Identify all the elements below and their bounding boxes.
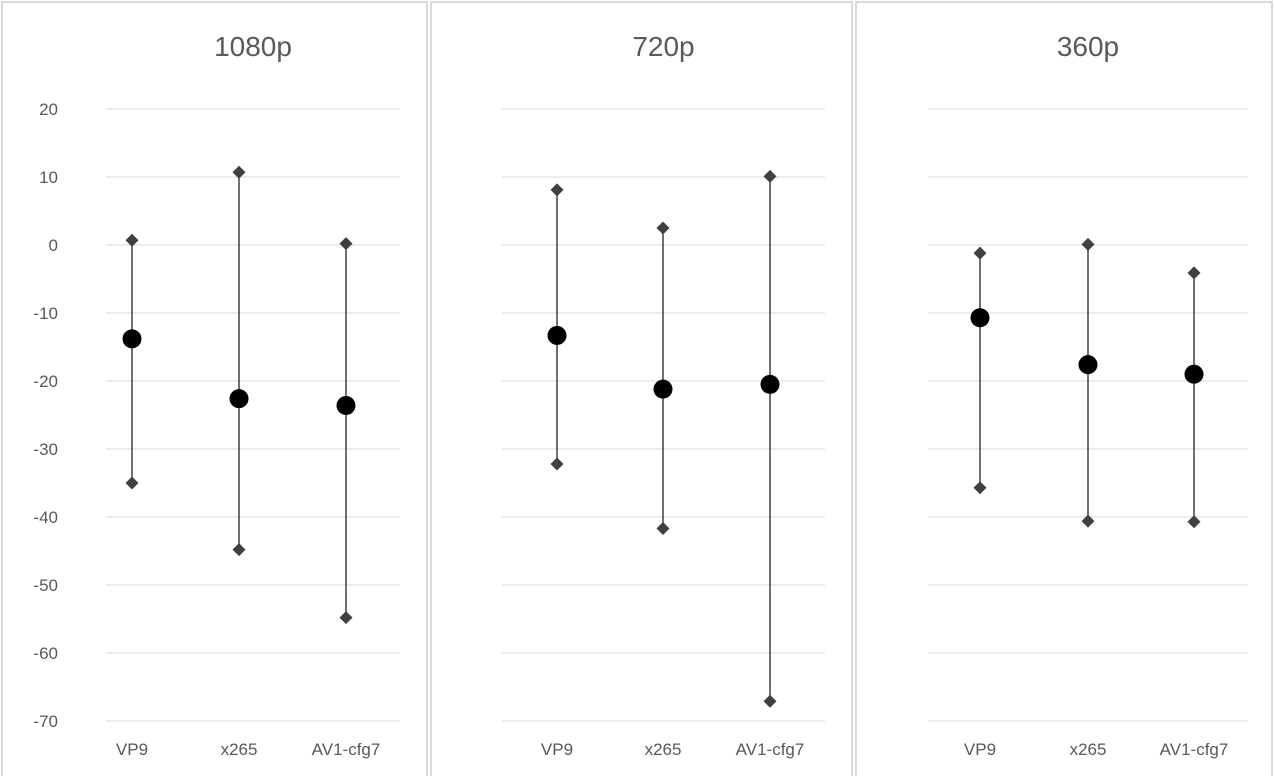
mean-marker xyxy=(547,325,567,345)
min-marker xyxy=(656,522,670,536)
x-tick-label: x265 xyxy=(645,740,682,759)
y-tick-label: 0 xyxy=(49,236,58,255)
panel-title: 720p xyxy=(632,31,694,62)
max-marker xyxy=(763,169,777,183)
panel-1: 720p VP9 x265 AV1-cfg7 xyxy=(430,1,853,776)
x-tick-label: AV1-cfg7 xyxy=(1160,740,1229,759)
mean-marker xyxy=(122,329,142,349)
mean-marker xyxy=(1078,355,1098,375)
min-marker xyxy=(973,481,987,495)
y-tick-label: -70 xyxy=(33,712,58,731)
mean-marker xyxy=(336,395,356,415)
x-tick-label: VP9 xyxy=(964,740,996,759)
y-tick-label: -60 xyxy=(33,644,58,663)
min-marker xyxy=(125,476,139,490)
min-marker xyxy=(232,543,246,557)
y-tick-label: -10 xyxy=(33,304,58,323)
max-marker xyxy=(125,233,139,247)
max-marker xyxy=(232,165,246,179)
min-marker xyxy=(339,611,353,625)
panel-title: 1080p xyxy=(214,31,292,62)
mean-marker xyxy=(760,374,780,394)
x-tick-label: AV1-cfg7 xyxy=(312,740,381,759)
panel-2: 360p VP9 x265 AV1-cfg7 xyxy=(855,1,1273,776)
y-tick-label: -50 xyxy=(33,576,58,595)
max-marker xyxy=(973,246,987,260)
x-tick-label: VP9 xyxy=(116,740,148,759)
min-marker xyxy=(1187,515,1201,529)
mean-marker xyxy=(970,308,990,328)
min-marker xyxy=(763,694,777,708)
max-marker xyxy=(1081,237,1095,251)
y-tick-label: 10 xyxy=(39,168,58,187)
x-tick-label: VP9 xyxy=(541,740,573,759)
panel-title: 360p xyxy=(1057,31,1119,62)
max-marker xyxy=(339,237,353,251)
mean-marker xyxy=(229,389,249,409)
panel-frame xyxy=(855,1,1273,776)
max-marker xyxy=(1187,266,1201,280)
max-marker xyxy=(656,221,670,235)
x-tick-label: x265 xyxy=(1070,740,1107,759)
panel-frame xyxy=(430,1,853,776)
y-tick-label: -30 xyxy=(33,440,58,459)
y-tick-label: 20 xyxy=(39,100,58,119)
y-tick-label: -40 xyxy=(33,508,58,527)
x-tick-label: x265 xyxy=(221,740,258,759)
panel-frame xyxy=(1,1,428,776)
min-marker xyxy=(1081,514,1095,528)
mean-marker xyxy=(653,379,673,399)
x-tick-label: AV1-cfg7 xyxy=(736,740,805,759)
y-tick-label: -20 xyxy=(33,372,58,391)
mean-marker xyxy=(1184,364,1204,384)
panel-0: 1080p 20 10 0 -10 -20 -30 -40 -50 -60 -70 VP9 x265 AV… xyxy=(1,1,428,776)
min-marker xyxy=(550,457,564,471)
max-marker xyxy=(550,183,564,197)
